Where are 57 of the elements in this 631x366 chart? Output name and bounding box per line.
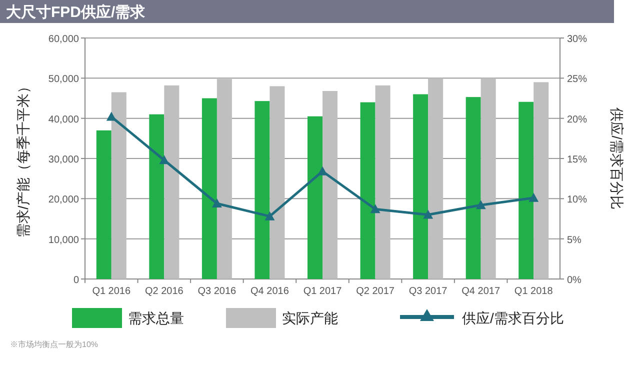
bar xyxy=(254,101,270,279)
point xyxy=(318,166,328,176)
bar xyxy=(466,97,481,279)
x-tick-label: Q3 2017 xyxy=(408,286,448,297)
point xyxy=(528,192,539,202)
y-tick-label: 0 xyxy=(73,275,80,286)
y-tick-label: 40,000 xyxy=(48,114,80,126)
legend-label: 供应/需求百分比 xyxy=(462,310,564,326)
bar xyxy=(270,86,285,279)
x-tick-label: Q1 2018 xyxy=(514,286,554,297)
point xyxy=(370,204,380,214)
y-tick-label: 50,000 xyxy=(48,74,80,86)
y2-tick-label: 20% xyxy=(567,114,588,126)
y-tick-label: 10,000 xyxy=(48,234,80,246)
point xyxy=(264,211,275,220)
x-tick-label: Q3 2016 xyxy=(198,286,237,297)
point xyxy=(106,112,116,121)
y2-tick-label: 15% xyxy=(567,154,588,166)
text: ※市场均衡点一般为10% xyxy=(10,340,98,349)
x-tick-label: Q4 2016 xyxy=(250,286,290,297)
bar xyxy=(216,78,232,279)
bar xyxy=(428,78,444,279)
x-tick-label: Q4 2017 xyxy=(462,286,500,297)
x-tick-label: Q2 2017 xyxy=(356,286,395,297)
point xyxy=(423,210,434,219)
bar xyxy=(164,85,180,279)
point xyxy=(212,198,222,208)
x-tick-label: Q1 2016 xyxy=(92,286,132,297)
bar xyxy=(413,94,428,279)
y-tick-label: 60,000 xyxy=(48,34,80,45)
bar xyxy=(96,130,112,279)
y2-tick-label: 10% xyxy=(567,194,588,206)
bar xyxy=(360,102,376,279)
bar xyxy=(322,91,338,279)
point xyxy=(476,200,486,210)
y-axis-title: 需求/产能（每季千平米） xyxy=(15,80,31,238)
y2-tick-label: 5% xyxy=(567,234,582,246)
bar xyxy=(518,102,534,279)
bar xyxy=(308,116,322,279)
bar xyxy=(534,82,549,279)
bar xyxy=(375,85,390,279)
chart-title: 大尺寸FPD供应/需求 xyxy=(6,3,146,21)
y2-tick-label: 30% xyxy=(567,34,588,45)
y-tick-label: 20,000 xyxy=(48,194,80,206)
x-tick-label: Q2 2016 xyxy=(144,286,184,297)
y2-tick-label: 25% xyxy=(567,74,588,86)
x-tick-label: Q1 2017 xyxy=(303,286,342,297)
y-tick-label: 30,000 xyxy=(48,154,80,166)
y2-tick-label: 0% xyxy=(567,275,582,286)
bar xyxy=(480,78,496,279)
point xyxy=(159,155,170,164)
bar xyxy=(111,92,126,279)
bar xyxy=(202,98,217,279)
legend-label: 需求总量 xyxy=(128,310,184,326)
y2-axis-title: 供应/需求百分比 xyxy=(609,108,625,210)
legend-label: 实际产能 xyxy=(282,310,338,326)
bar xyxy=(149,114,164,279)
